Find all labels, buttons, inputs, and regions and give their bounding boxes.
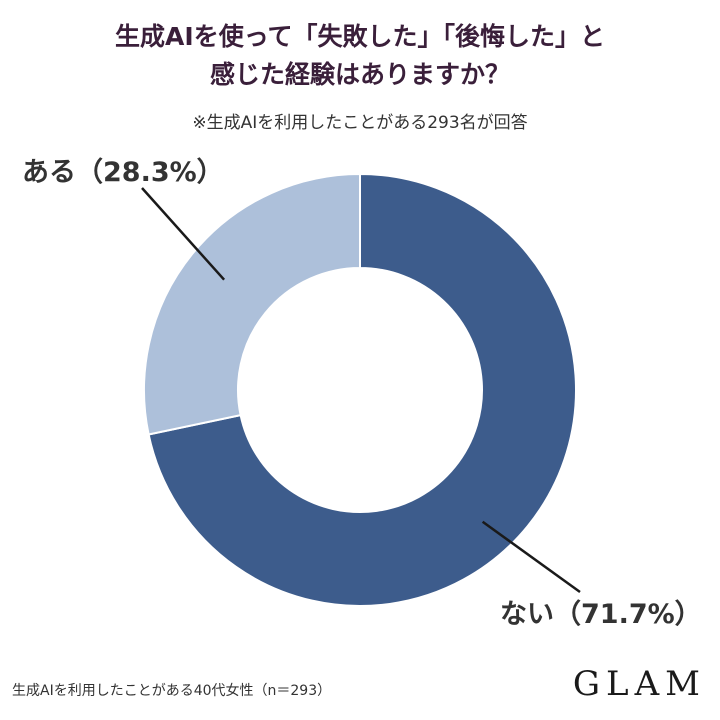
slice-label-nai: ない（71.7%） — [500, 599, 702, 630]
chart-title-line2: 感じた経験はありますか？ — [209, 60, 510, 89]
slice-aru — [143, 172, 361, 436]
slice-nai — [147, 172, 577, 607]
slice-label-aru: ある（28.3%） — [22, 157, 224, 188]
leader-line-nai — [481, 520, 581, 594]
footnote: 生成AIを利用したことがある40代女性（n＝293） — [12, 683, 332, 699]
glam-logo: GLAM — [572, 664, 706, 704]
chart-title: 生成AIを使って「失敗した」「後悔した」と 感じた経験はありますか？ — [0, 18, 720, 94]
leader-line-aru — [141, 187, 226, 281]
chart-subtitle: ※生成AIを利用したことがある293名が回答 — [192, 113, 528, 133]
chart-title-line1: 生成AIを使って「失敗した」「後悔した」と — [115, 22, 605, 51]
